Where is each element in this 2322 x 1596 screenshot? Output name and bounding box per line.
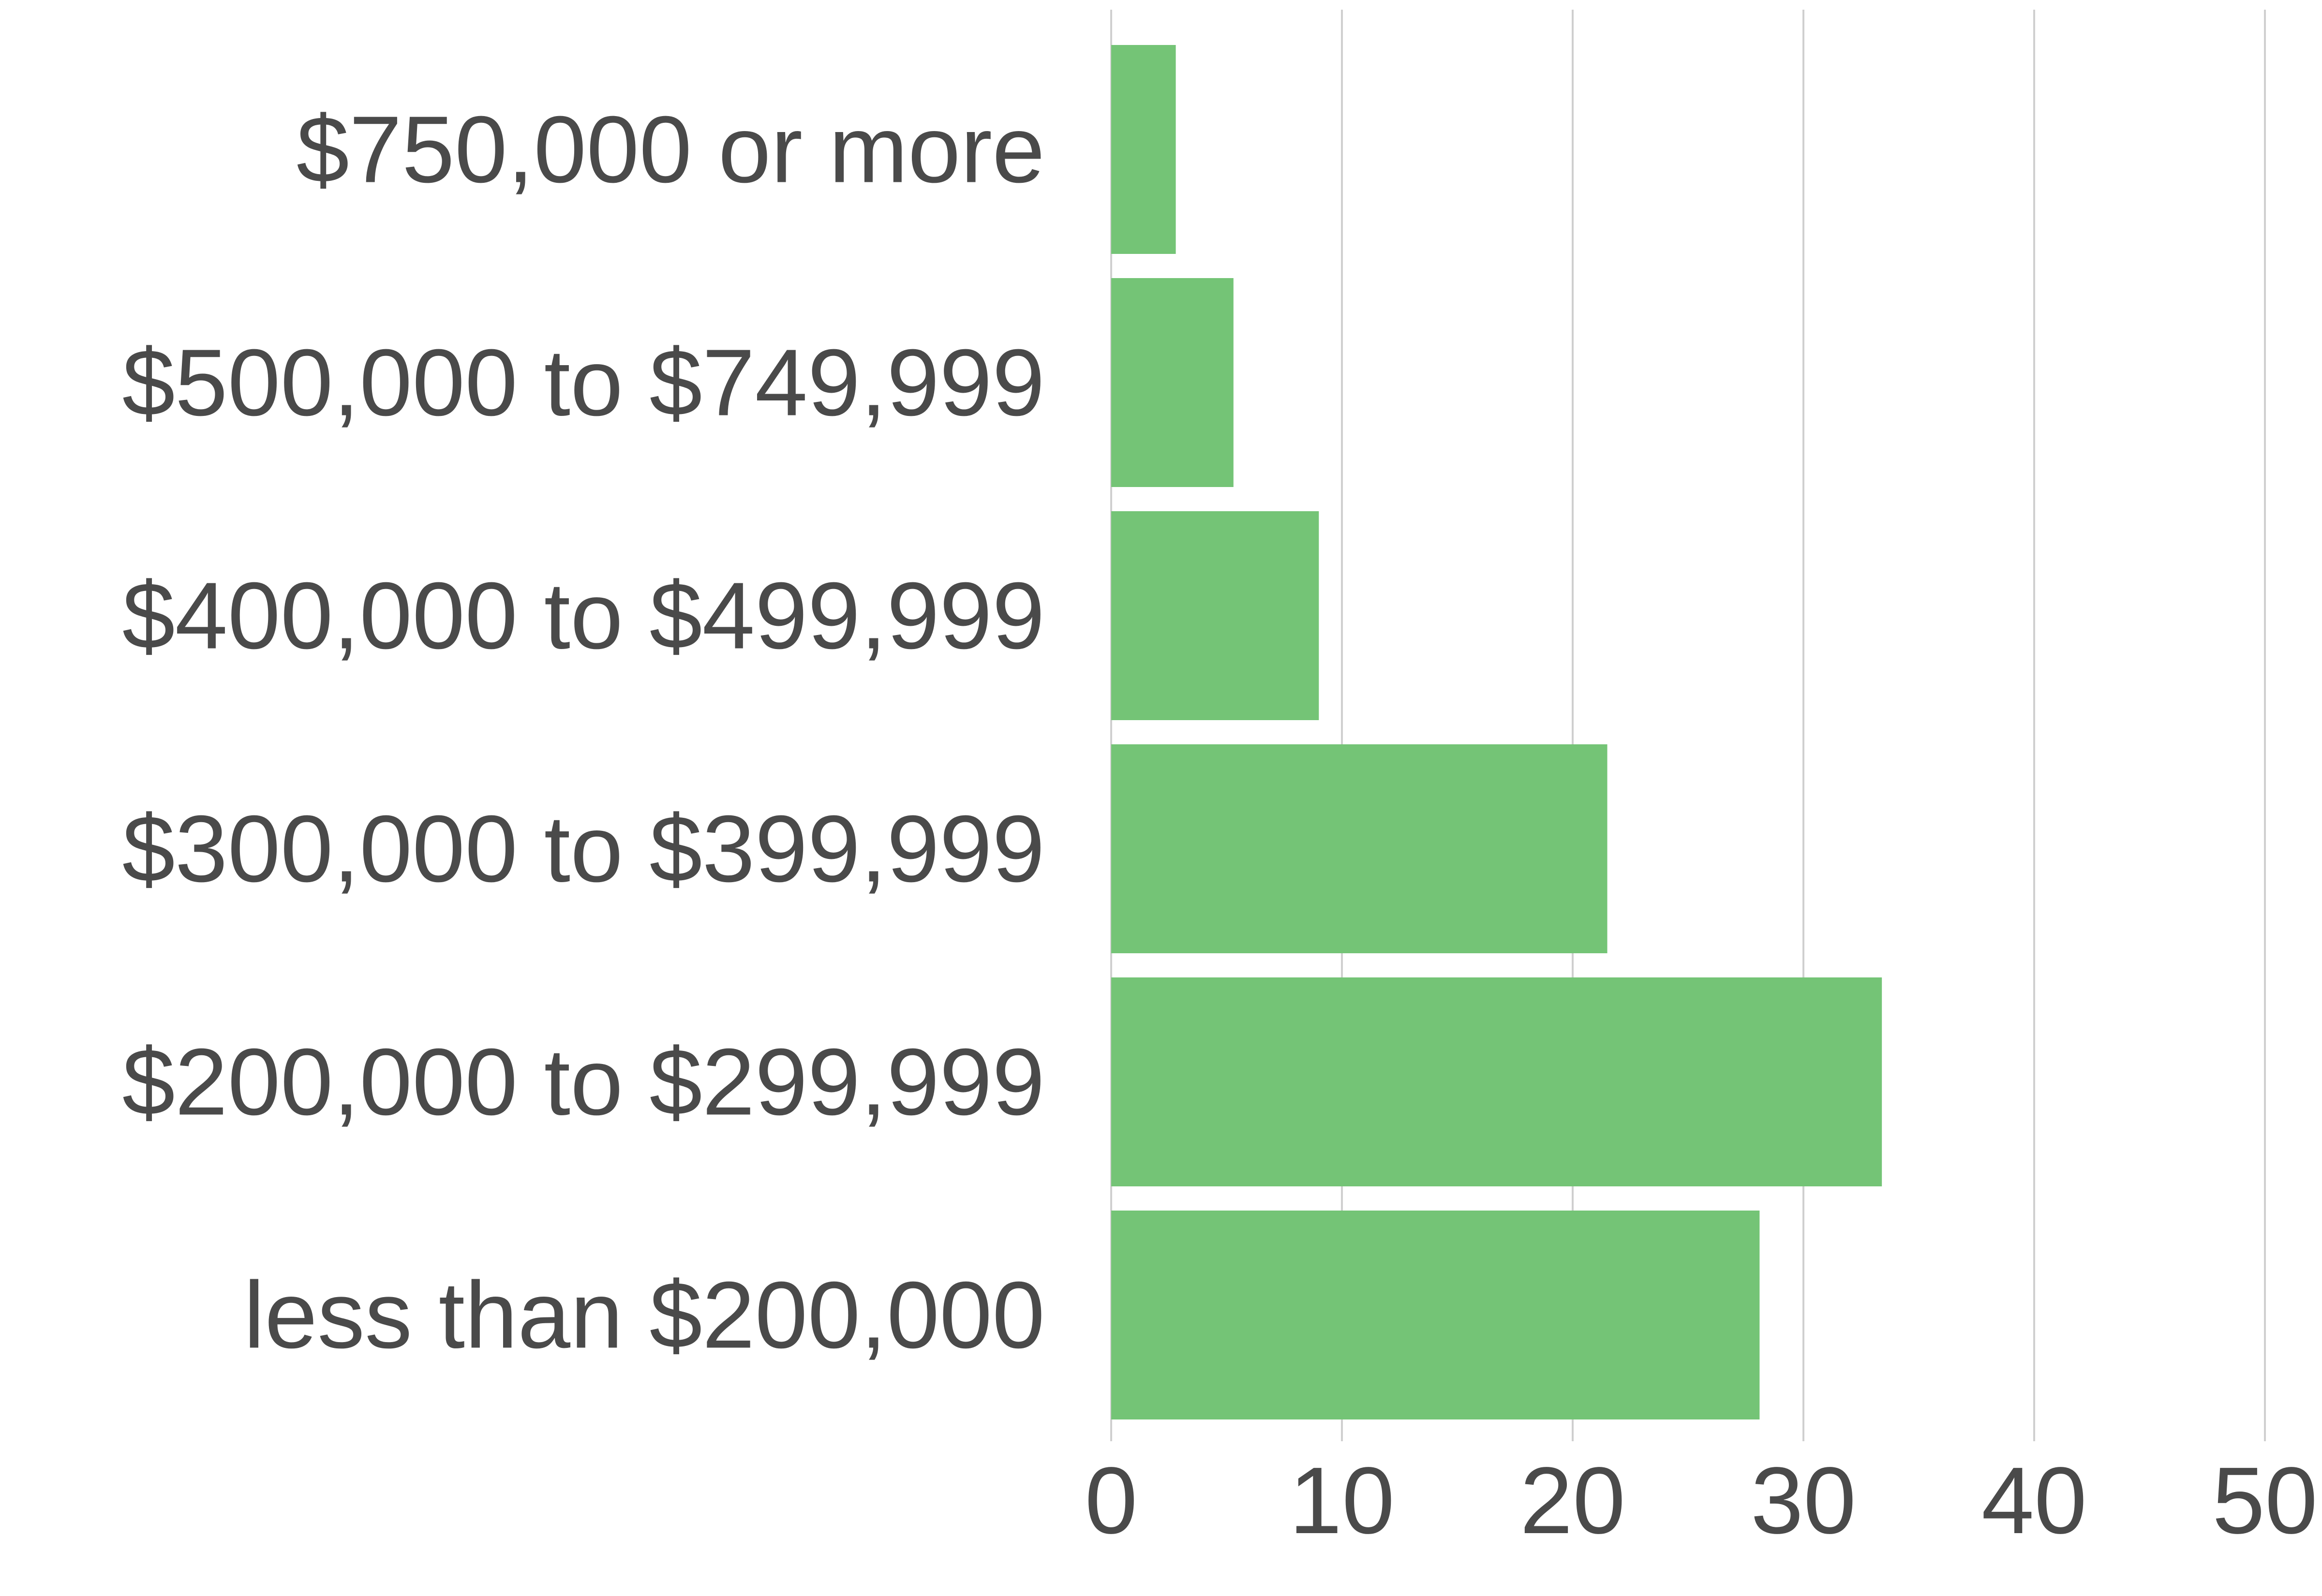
- category-label-3: $300,000 to $399,999: [122, 796, 1045, 902]
- x-tick-label-40: 40: [1981, 1448, 2087, 1553]
- bar-2: [1111, 511, 1319, 720]
- bar-0: [1111, 45, 1176, 254]
- x-tick-label-20: 20: [1520, 1448, 1625, 1553]
- category-label-5: less than $200,000: [244, 1262, 1045, 1368]
- bars: [1111, 45, 1882, 1419]
- x-tick-label-50: 50: [2212, 1448, 2318, 1553]
- bar-3: [1111, 744, 1608, 953]
- category-label-1: $500,000 to $749,999: [122, 330, 1045, 436]
- x-tick-label-30: 30: [1751, 1448, 1856, 1553]
- x-tick-label-10: 10: [1289, 1448, 1395, 1553]
- bar-1: [1111, 278, 1234, 487]
- bar-5: [1111, 1211, 1760, 1419]
- x-tick-labels: 0 10 20 30 40 50: [1085, 1448, 2318, 1553]
- category-label-2: $400,000 to $499,999: [122, 563, 1045, 669]
- gridlines: [1110, 10, 2266, 1441]
- category-label-0: $750,000 or more: [297, 97, 1045, 203]
- bar-4: [1111, 977, 1882, 1186]
- category-labels: $750,000 or more $500,000 to $749,999 $400…: [122, 97, 1045, 1368]
- category-label-4: $200,000 to $299,999: [122, 1029, 1045, 1135]
- x-tick-label-0: 0: [1085, 1448, 1137, 1553]
